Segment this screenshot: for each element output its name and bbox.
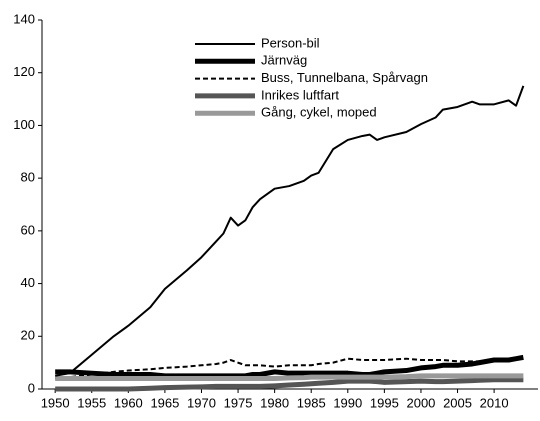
x-tick-label: 2010	[480, 395, 509, 410]
y-tick-label: 20	[21, 328, 35, 343]
x-tick-label: 1970	[187, 395, 216, 410]
y-tick-label: 80	[21, 170, 35, 185]
series-line	[54, 85, 525, 377]
legend-label: Inrikes luftfart	[261, 87, 339, 102]
y-tick-label: 120	[13, 64, 35, 79]
y-tick-label: 60	[21, 222, 35, 237]
series-line	[55, 357, 524, 380]
y-tick-label: 140	[13, 11, 35, 26]
series-line	[55, 354, 524, 379]
x-tick-label: 1960	[114, 395, 143, 410]
x-tick-label: 2000	[406, 395, 435, 410]
legend-label: Järnväg	[261, 53, 307, 68]
x-tick-label: 1955	[77, 395, 106, 410]
legend-label: Buss, Tunnelbana, Spårvagn	[261, 70, 428, 85]
x-tick-label: 1980	[260, 395, 289, 410]
series-line	[55, 373, 524, 381]
x-tick-label: 2005	[443, 395, 472, 410]
legend-label: Person-bil	[261, 35, 320, 50]
y-tick-label: 100	[13, 117, 35, 132]
legend-label: Gång, cykel, moped	[261, 105, 377, 120]
y-tick-label: 0	[28, 380, 35, 395]
y-tick-label: 40	[21, 275, 35, 290]
x-tick-label: 1950	[41, 395, 70, 410]
x-tick-label: 1965	[150, 395, 179, 410]
x-tick-label: 1995	[370, 395, 399, 410]
x-tick-label: 1990	[333, 395, 362, 410]
series-line	[55, 377, 524, 392]
x-tick-label: 1975	[224, 395, 253, 410]
x-tick-label: 1985	[297, 395, 326, 410]
